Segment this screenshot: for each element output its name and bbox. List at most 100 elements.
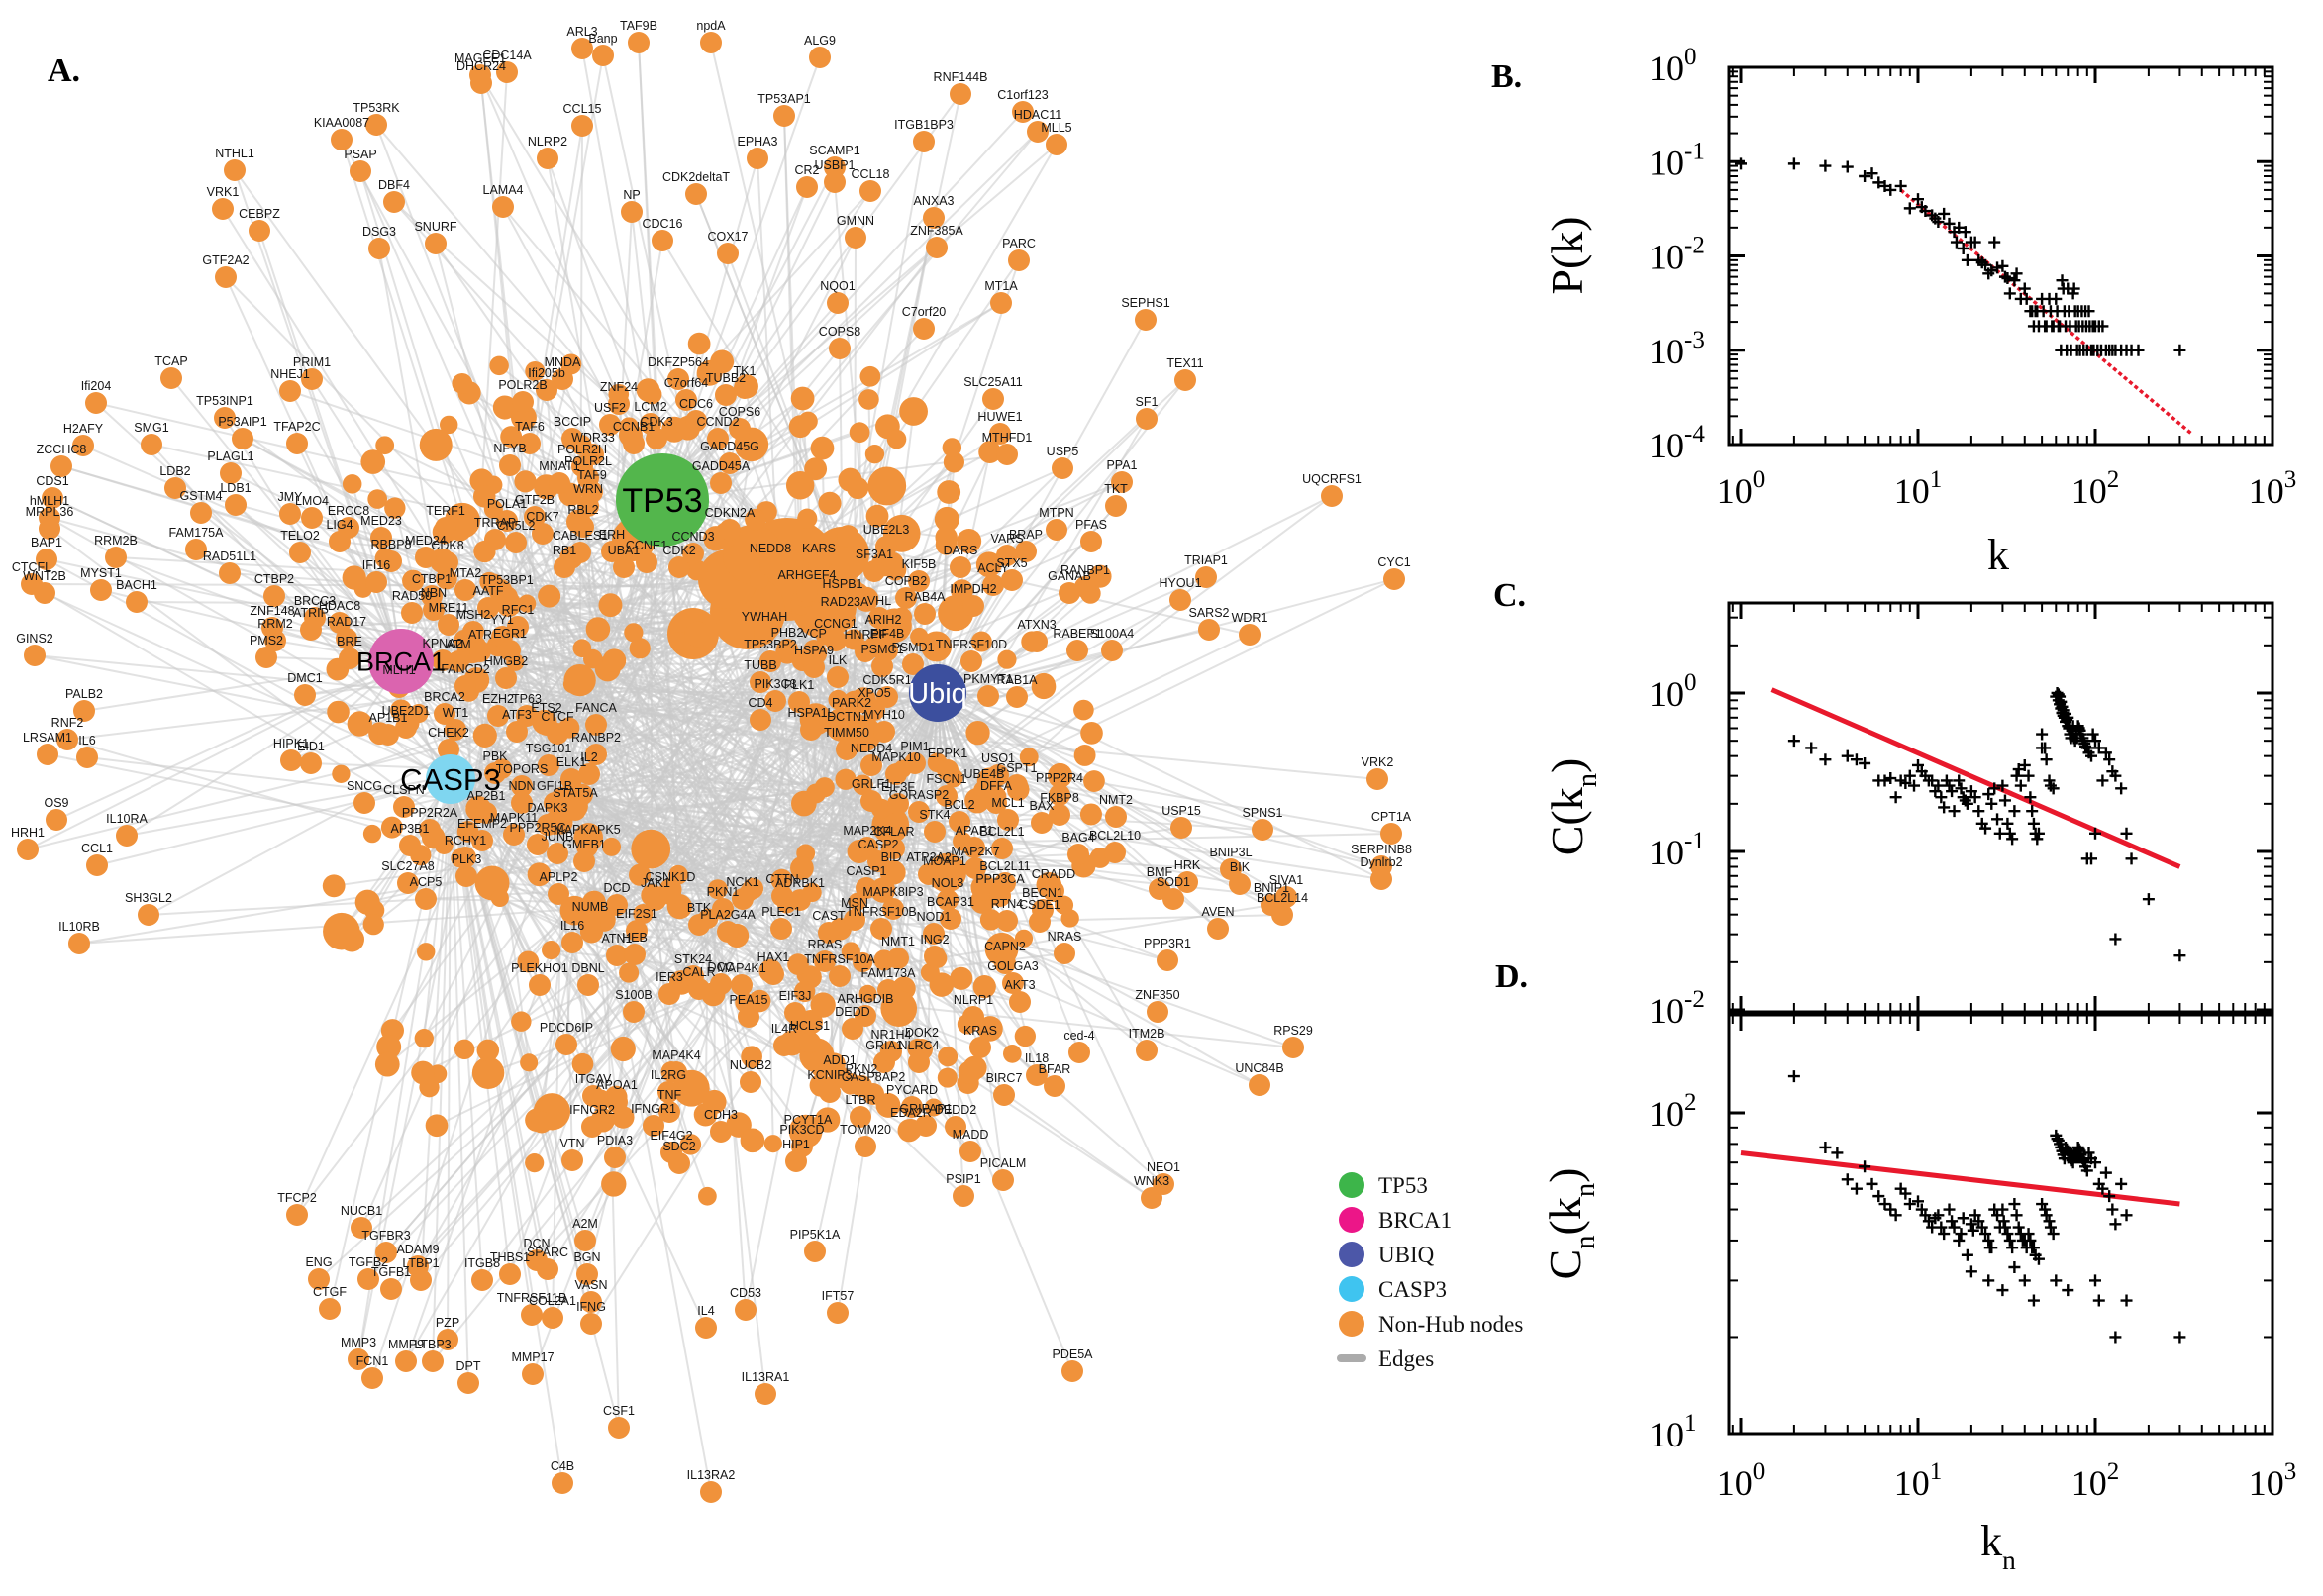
network-node xyxy=(437,551,458,573)
node-label: SCAMP1 xyxy=(809,144,859,157)
node-label: PIM1 xyxy=(900,740,929,753)
node-label: ELK1 xyxy=(556,755,587,769)
network-node xyxy=(563,663,596,697)
node-label: ATRIP xyxy=(293,606,329,620)
node-label: NCK1 xyxy=(726,875,758,889)
node-label: HNRPF xyxy=(844,628,886,642)
node-label: VRK1 xyxy=(207,185,240,199)
network-node xyxy=(469,641,491,662)
node-label: UBE4B xyxy=(964,767,1005,781)
node-label: ced-4 xyxy=(1063,1029,1094,1043)
tick-label: 10-2 xyxy=(1649,986,1705,1031)
node-label: TP53INP1 xyxy=(196,394,253,408)
network-node xyxy=(85,392,107,414)
node-label: CCND2 xyxy=(696,415,739,429)
network-node xyxy=(475,802,497,824)
node-label: MRPL36 xyxy=(26,505,74,519)
node-label: TK1 xyxy=(734,364,757,378)
network-node xyxy=(748,989,771,1013)
node-label: ADD1 xyxy=(823,1053,856,1067)
network-node xyxy=(1282,1037,1304,1058)
node-label: CLSPN xyxy=(383,783,425,797)
node-label: EFEMP2 xyxy=(457,817,507,831)
network-node xyxy=(710,1121,732,1143)
node-label: COPB2 xyxy=(885,574,927,588)
network-node xyxy=(796,581,818,603)
node-label: NEDD4 xyxy=(851,742,892,755)
network-node xyxy=(308,1268,330,1290)
node-label: CASP1 xyxy=(847,864,887,878)
network-node xyxy=(860,754,882,776)
node-label: Ifi204 xyxy=(81,379,112,393)
network-node xyxy=(434,836,454,854)
node-label: RBL2 xyxy=(567,503,598,517)
network-node xyxy=(1073,745,1096,766)
network-node xyxy=(574,1230,596,1251)
network-node xyxy=(514,470,537,493)
network-node xyxy=(1046,519,1067,541)
node-label: C1orf123 xyxy=(997,88,1048,102)
network-node xyxy=(797,508,818,529)
node-label: WT1 xyxy=(443,706,468,720)
network-node xyxy=(327,700,350,724)
network-node xyxy=(693,1102,718,1127)
node-label: WDR1 xyxy=(1232,611,1268,625)
network-node xyxy=(411,1060,435,1085)
network-node xyxy=(536,714,557,736)
node-label: PSAP xyxy=(344,148,376,161)
node-label: AP1B1 xyxy=(369,711,408,725)
node-label: ING2 xyxy=(920,933,949,947)
hub-node-ubiq xyxy=(909,664,966,722)
network-node xyxy=(365,571,387,593)
node-label: USP5 xyxy=(1047,445,1079,458)
network-node xyxy=(623,1001,645,1023)
node-label: SF1 xyxy=(1136,395,1159,409)
network-node xyxy=(970,631,992,652)
network-node xyxy=(425,233,447,254)
network-node xyxy=(1008,249,1030,271)
node-label: EIF3J xyxy=(779,989,812,1003)
node-label: CCND3 xyxy=(671,530,714,544)
node-label: PIP5K1A xyxy=(790,1228,841,1242)
network-node xyxy=(126,591,148,613)
network-node xyxy=(759,650,781,672)
network-node xyxy=(686,559,708,581)
node-label: CCNE1 xyxy=(626,539,667,552)
network-node xyxy=(105,547,127,568)
network-node xyxy=(561,428,583,449)
network-node xyxy=(380,1278,402,1300)
node-label: CN5L2 xyxy=(497,519,536,533)
node-label: CASP2 xyxy=(858,838,899,851)
network-node xyxy=(740,1128,765,1153)
network-node xyxy=(1105,495,1127,517)
node-label: POLR2B xyxy=(498,378,547,392)
node-label: DPT xyxy=(456,1359,481,1373)
node-label: HRH1 xyxy=(11,826,45,840)
network-node xyxy=(419,819,441,841)
network-node xyxy=(1207,918,1229,940)
network-node xyxy=(438,614,459,636)
network-node xyxy=(1068,1042,1090,1063)
network-node xyxy=(1014,1025,1037,1047)
network-node xyxy=(336,628,357,649)
network-node xyxy=(719,519,741,541)
network-node xyxy=(629,863,652,886)
tick-label: 101 xyxy=(1894,1458,1943,1503)
network-node xyxy=(759,554,781,576)
node-label: CSF1 xyxy=(603,1404,635,1418)
network-node xyxy=(958,1060,982,1084)
network-node xyxy=(362,913,384,936)
node-label: RABEP1 xyxy=(1053,627,1101,641)
node-label: TNF xyxy=(657,1088,682,1102)
network-node xyxy=(803,656,825,678)
network-node xyxy=(688,978,710,1000)
node-label: ATM xyxy=(446,638,470,651)
node-label: GORASP2 xyxy=(889,788,949,802)
node-label: NTHL1 xyxy=(215,147,254,160)
network-node xyxy=(624,623,644,643)
node-label: PFAS xyxy=(1075,518,1107,532)
node-label: PDE5A xyxy=(1053,1347,1094,1361)
network-node xyxy=(1380,823,1402,845)
node-label: MT1A xyxy=(984,279,1018,293)
